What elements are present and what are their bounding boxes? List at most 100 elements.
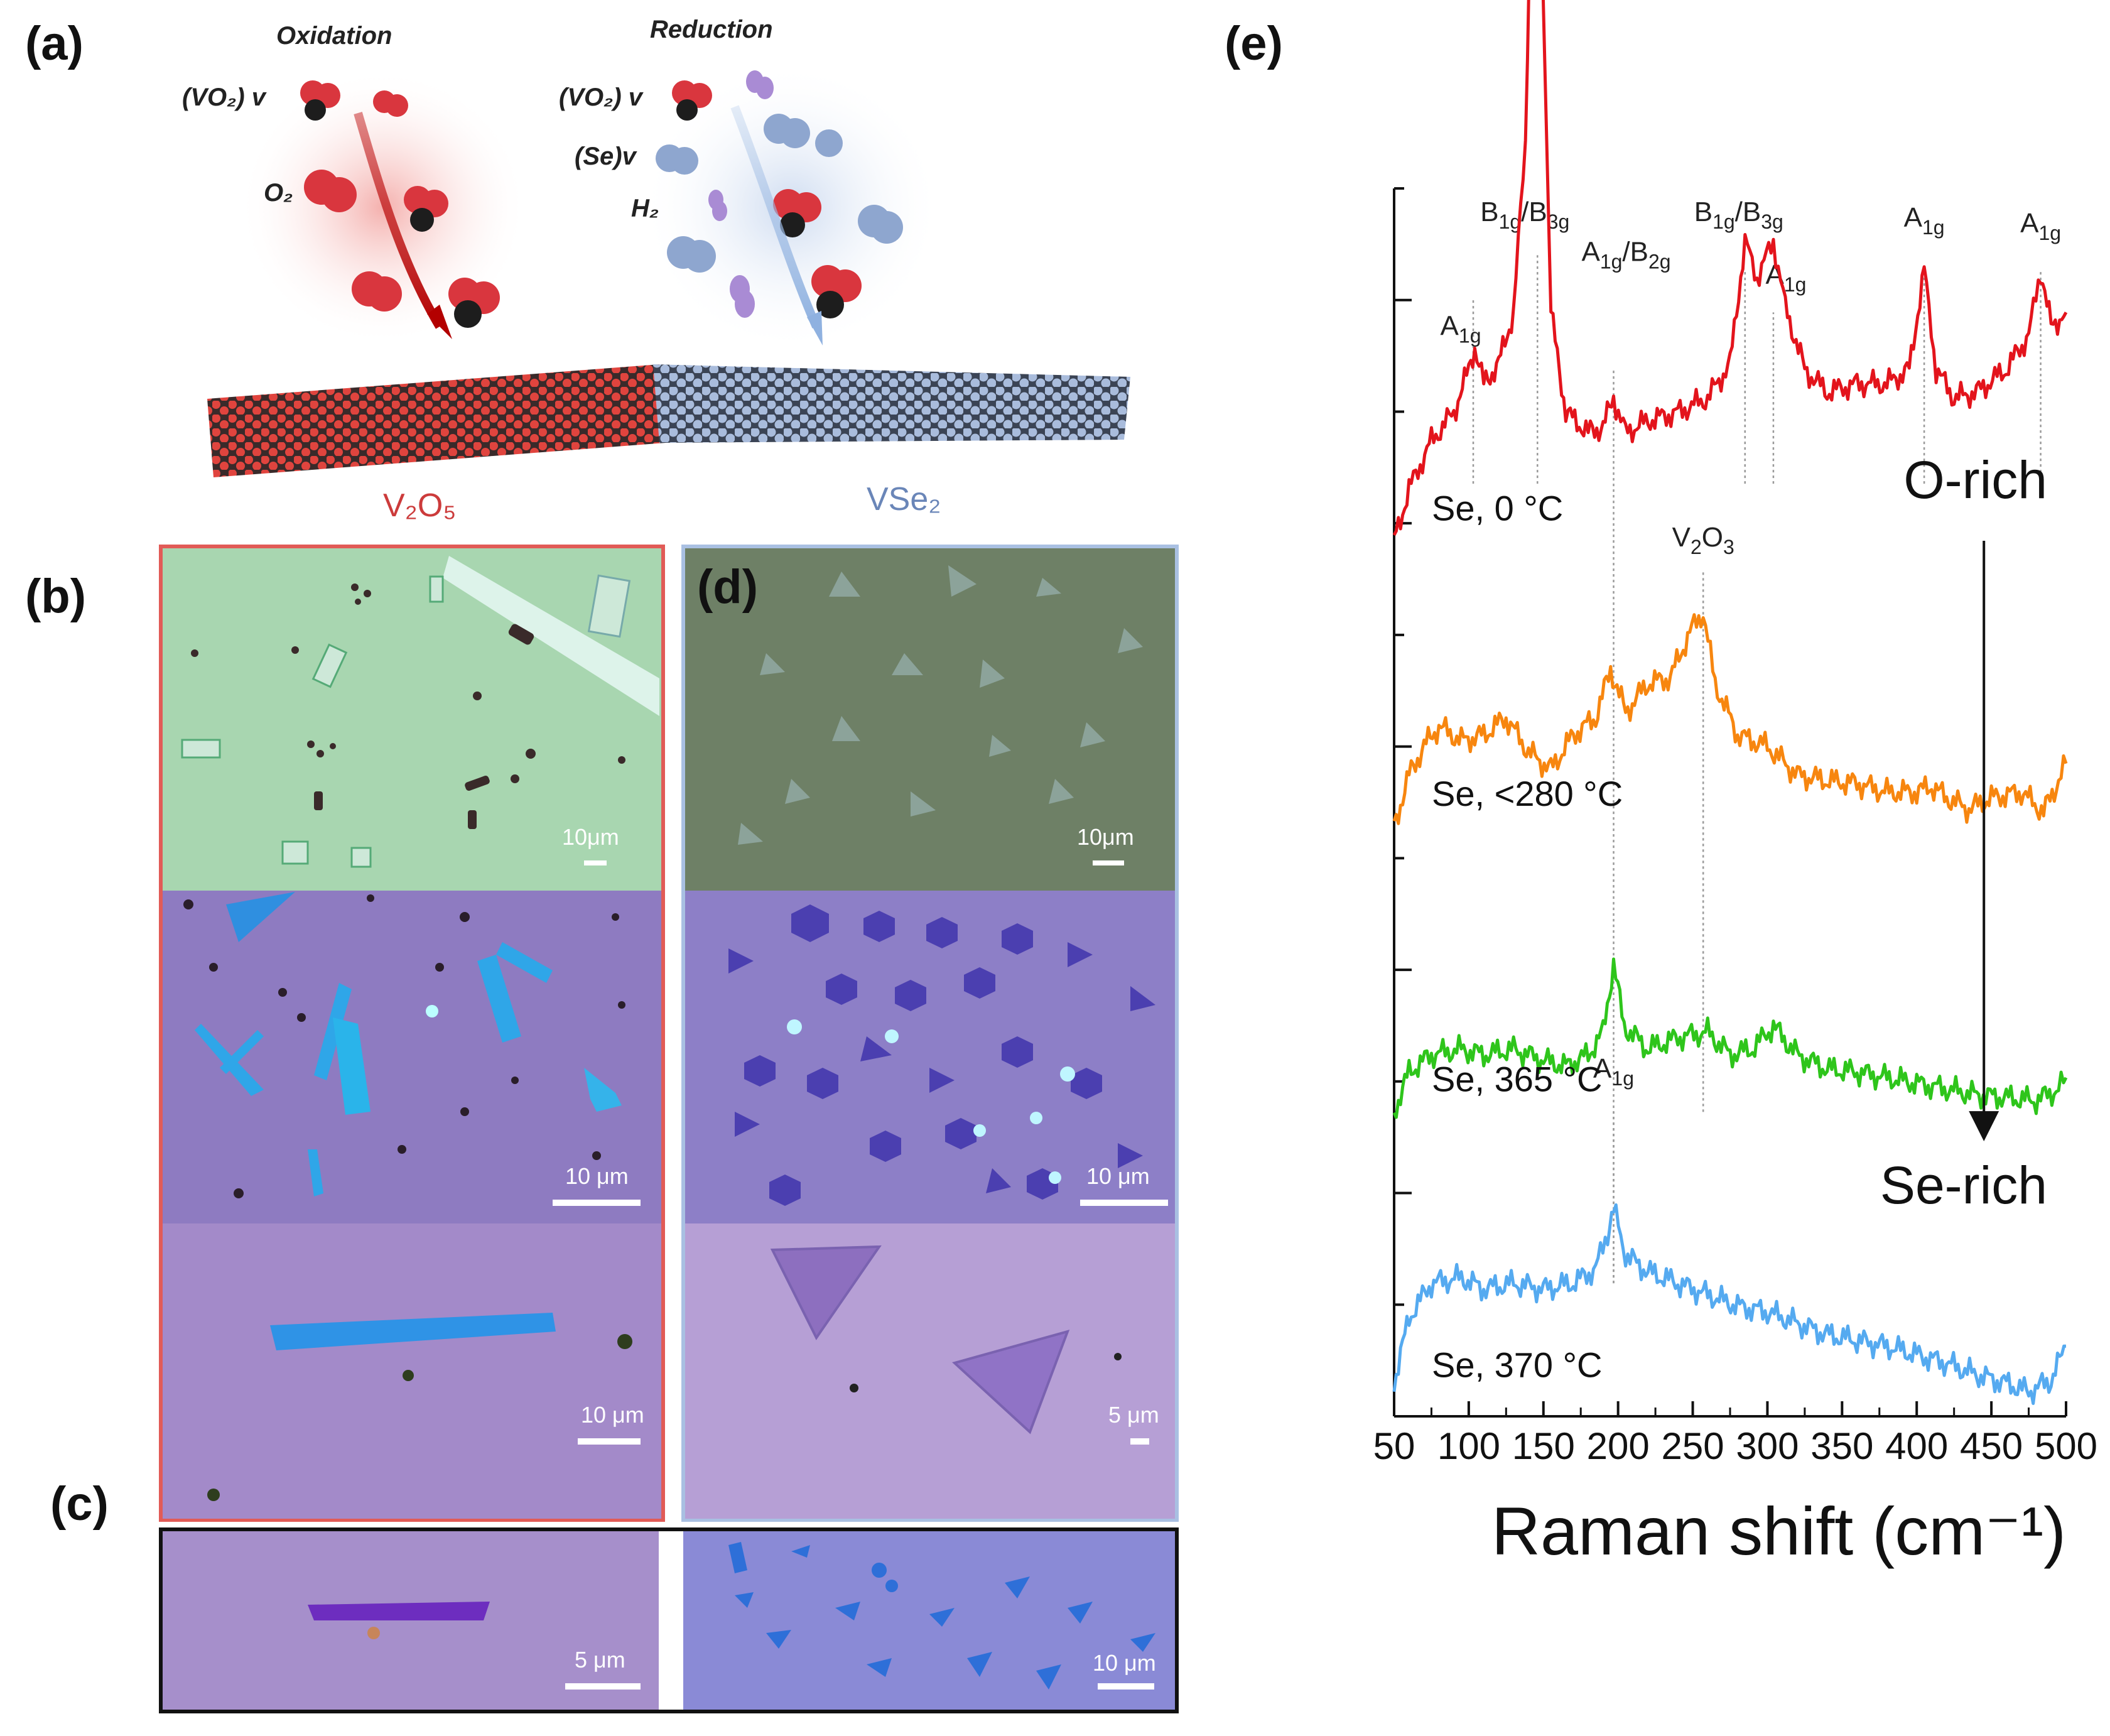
oxidation-arrowhead-icon xyxy=(427,305,452,339)
o2-molecule-icon xyxy=(304,90,408,312)
bright-thick-flakes xyxy=(787,1019,1075,1184)
scale-label-c-1: 5 μm xyxy=(575,1647,625,1673)
peak-label: B1g/B3g xyxy=(1480,197,1569,233)
particle xyxy=(1114,1353,1122,1360)
micrograph-d-1 xyxy=(685,548,1175,891)
scale-bar-c-1 xyxy=(565,1683,641,1690)
peak-label: A1g/B2g xyxy=(1581,236,1670,273)
vo2-molecule-icon xyxy=(404,186,500,328)
peak-label: V2O3 xyxy=(1672,522,1734,558)
vo2-molecule-icon xyxy=(300,80,340,121)
micrograph-b-2 xyxy=(163,891,661,1223)
panel-c-micrographs: (c) 5 μm 10 μm xyxy=(50,1477,1179,1713)
scale-label-d-1: 10μm xyxy=(1077,824,1134,850)
peak-label: A1g xyxy=(1593,1053,1634,1090)
micrograph-b-3 xyxy=(163,1223,661,1519)
panel-d-frame xyxy=(681,545,1179,1522)
series-label: Se, 365 °C xyxy=(1432,1060,1602,1099)
vse2-lattice xyxy=(653,364,1130,443)
reduction-arrow xyxy=(730,105,821,328)
x-tick-label: 350 xyxy=(1810,1425,1873,1467)
series-line-0 xyxy=(1392,0,2068,536)
scale-bar-d-1 xyxy=(1093,860,1124,865)
v2o5-flakes xyxy=(181,556,659,868)
particle xyxy=(850,1384,858,1392)
x-tick-label: 200 xyxy=(1587,1425,1650,1467)
scale-bar-d-3 xyxy=(1130,1438,1149,1445)
micrograph-b-1 xyxy=(163,548,661,891)
scale-bar-d-2 xyxy=(1080,1200,1168,1206)
oxidation-vacancy-label: (VO₂) v xyxy=(182,84,268,111)
material-label-vse2: VSe₂ xyxy=(867,481,941,518)
panel-label-d: (d) xyxy=(697,560,758,614)
peak-label: A1g xyxy=(1904,202,1945,239)
vo2-molecule-icon xyxy=(672,80,862,318)
series-line-1 xyxy=(1392,613,2068,825)
panel-label-a: (a) xyxy=(25,17,84,70)
scale-label-c-2: 10 μm xyxy=(1093,1650,1156,1676)
scale-bar-c-2 xyxy=(1098,1683,1154,1690)
scale-label-d-2: 10 μm xyxy=(1086,1163,1150,1189)
panel-c-frame xyxy=(159,1527,1179,1713)
series-line-2 xyxy=(1392,957,2068,1119)
peak-label: A1g xyxy=(1441,311,1481,347)
vse2-triangle-flake xyxy=(770,1245,882,1340)
series-label: Se, <280 °C xyxy=(1432,774,1623,813)
peak-label: B1g/B3g xyxy=(1694,197,1783,233)
panel-a-schematic: (a) Oxidation (VO₂) v O₂ Reduction (VO₂)… xyxy=(25,16,1130,524)
panel-b-frame xyxy=(159,545,665,1522)
particle xyxy=(207,1489,220,1501)
x-tick-label: 50 xyxy=(1373,1425,1415,1467)
reduction-arrowhead-icon xyxy=(807,311,823,345)
x-tick-label: 250 xyxy=(1662,1425,1724,1467)
series-label: Se, 370 °C xyxy=(1432,1345,1602,1384)
scale-label-d-3: 5 μm xyxy=(1108,1402,1159,1428)
panel-label-e: (e) xyxy=(1225,17,1283,70)
panel-b-micrographs: (b) 10μm xyxy=(25,545,665,1522)
micrograph-d-3 xyxy=(685,1223,1175,1519)
vse2-triangles xyxy=(738,565,1143,845)
scale-label-b-2: 10 μm xyxy=(565,1163,629,1189)
x-tick-label: 300 xyxy=(1736,1425,1799,1467)
reduction-title: Reduction xyxy=(650,16,773,43)
micrograph-c-2 xyxy=(683,1531,1175,1710)
x-tick-label: 150 xyxy=(1512,1425,1575,1467)
oxidation-gas-label: O₂ xyxy=(264,179,293,207)
oxidation-title: Oxidation xyxy=(276,22,392,50)
se-molecule-icon xyxy=(656,114,903,273)
vse2-flakes xyxy=(728,1542,1155,1690)
peak-label: A1g xyxy=(2020,208,2061,244)
panel-label-c: (c) xyxy=(50,1477,109,1531)
raman-chart: 50 100 150 200 250 300 350 400 450 500 A1g B1g/B3g A… xyxy=(1373,0,2097,1467)
x-tick-label: 100 xyxy=(1437,1425,1500,1467)
x-tick-label: 400 xyxy=(1885,1425,1948,1467)
x-axis-title: Raman shift (cm⁻¹) xyxy=(1491,1493,2066,1569)
vse2-triangle-flake xyxy=(951,1330,1070,1435)
micrograph-d-2 xyxy=(685,891,1175,1223)
particle xyxy=(617,1334,632,1349)
h2-molecule-icon xyxy=(708,70,774,318)
x-tick-label: 450 xyxy=(1960,1425,2023,1467)
panel-e-raman-chart: (e) 50 100 150 200 250 300 350 400 450 500 A1g B1g/… xyxy=(1225,0,2097,1569)
scale-bar-b-1 xyxy=(584,860,607,865)
panel-d-micrographs: (d) 10μm xyxy=(681,545,1179,1522)
oxidation-arrow xyxy=(354,112,444,329)
reduction-vacancy-vo2: (VO₂) v xyxy=(559,84,644,111)
annotation-o-rich: O-rich xyxy=(1903,450,2047,509)
panel-label-b: (b) xyxy=(25,570,86,623)
reduction-gas-label: H₂ xyxy=(631,195,659,222)
scale-label-b-3: 10 μm xyxy=(581,1402,644,1428)
v2o5-flakes xyxy=(183,892,625,1198)
v2o5-nanobelt xyxy=(270,1313,556,1350)
scale-bar-b-2 xyxy=(553,1200,641,1206)
reduction-vacancy-se: (Se)v xyxy=(575,143,638,170)
x-tick-label: 500 xyxy=(2035,1425,2097,1467)
series-label: Se, 0 °C xyxy=(1432,488,1563,528)
particle xyxy=(367,1627,380,1639)
vse2-nanobelt xyxy=(308,1602,490,1620)
v2o5-lattice xyxy=(207,364,666,477)
scale-label-b-1: 10μm xyxy=(562,824,619,850)
particle xyxy=(403,1370,414,1381)
scale-bar-b-3 xyxy=(578,1438,641,1445)
annotation-se-rich: Se-rich xyxy=(1880,1156,2047,1215)
